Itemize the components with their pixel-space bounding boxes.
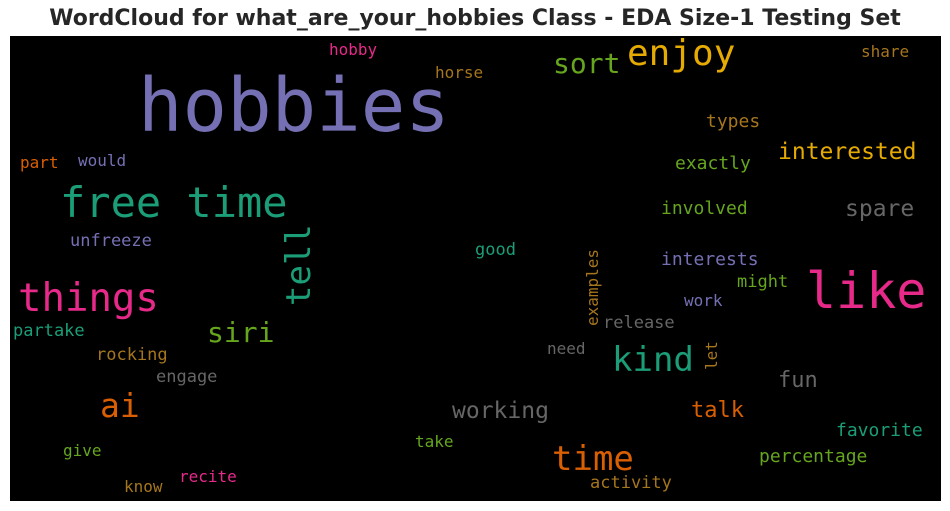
word-tell: tell <box>279 224 319 306</box>
word-release: release <box>603 313 675 333</box>
word-horse: horse <box>435 63 483 82</box>
wordcloud-svg: hobbies like free time things enjoy tell time k… <box>13 36 926 496</box>
word-things: things <box>18 276 159 321</box>
word-ai: ai <box>100 386 140 425</box>
word-give: give <box>63 441 102 460</box>
word-talk: talk <box>691 398 744 423</box>
word-spare: spare <box>845 196 914 222</box>
word-partake: partake <box>13 321 85 341</box>
word-time: time <box>552 439 634 479</box>
word-hobbies: hobbies <box>138 63 450 149</box>
word-enjoy: enjoy <box>627 36 735 74</box>
word-good: good <box>475 240 516 260</box>
word-fun: fun <box>778 368 818 393</box>
chart-title: WordCloud for what_are_your_hobbies Clas… <box>49 6 901 31</box>
word-part: part <box>20 153 59 172</box>
word-working: working <box>452 398 549 424</box>
word-free-time: free time <box>60 178 288 227</box>
word-favorite: favorite <box>836 420 923 441</box>
word-would: would <box>78 151 126 170</box>
word-like: like <box>806 262 926 320</box>
word-examples: examples <box>583 249 602 326</box>
word-let: let <box>702 341 721 370</box>
word-unfreeze: unfreeze <box>70 231 152 251</box>
word-hobby: hobby <box>329 40 378 59</box>
word-types: types <box>706 111 760 132</box>
word-might: might <box>737 272 788 292</box>
word-work: work <box>684 291 723 310</box>
word-know: know <box>124 477 163 496</box>
word-activity: activity <box>590 473 672 493</box>
word-share: share <box>861 42 909 61</box>
word-recite: recite <box>179 467 237 486</box>
word-interested: interested <box>778 139 916 165</box>
word-siri: siri <box>207 316 274 349</box>
word-interests: interests <box>661 249 759 270</box>
word-percentage: percentage <box>759 446 867 467</box>
word-exactly: exactly <box>675 153 751 174</box>
word-sort: sort <box>553 47 620 80</box>
word-involved: involved <box>661 198 748 219</box>
word-take: take <box>415 432 454 451</box>
word-kind: kind <box>612 340 694 380</box>
word-need: need <box>547 339 586 358</box>
wordcloud-canvas: hobbies like free time things enjoy tell time k… <box>10 36 941 501</box>
word-engage: engage <box>156 367 217 387</box>
word-rocking: rocking <box>96 345 168 365</box>
